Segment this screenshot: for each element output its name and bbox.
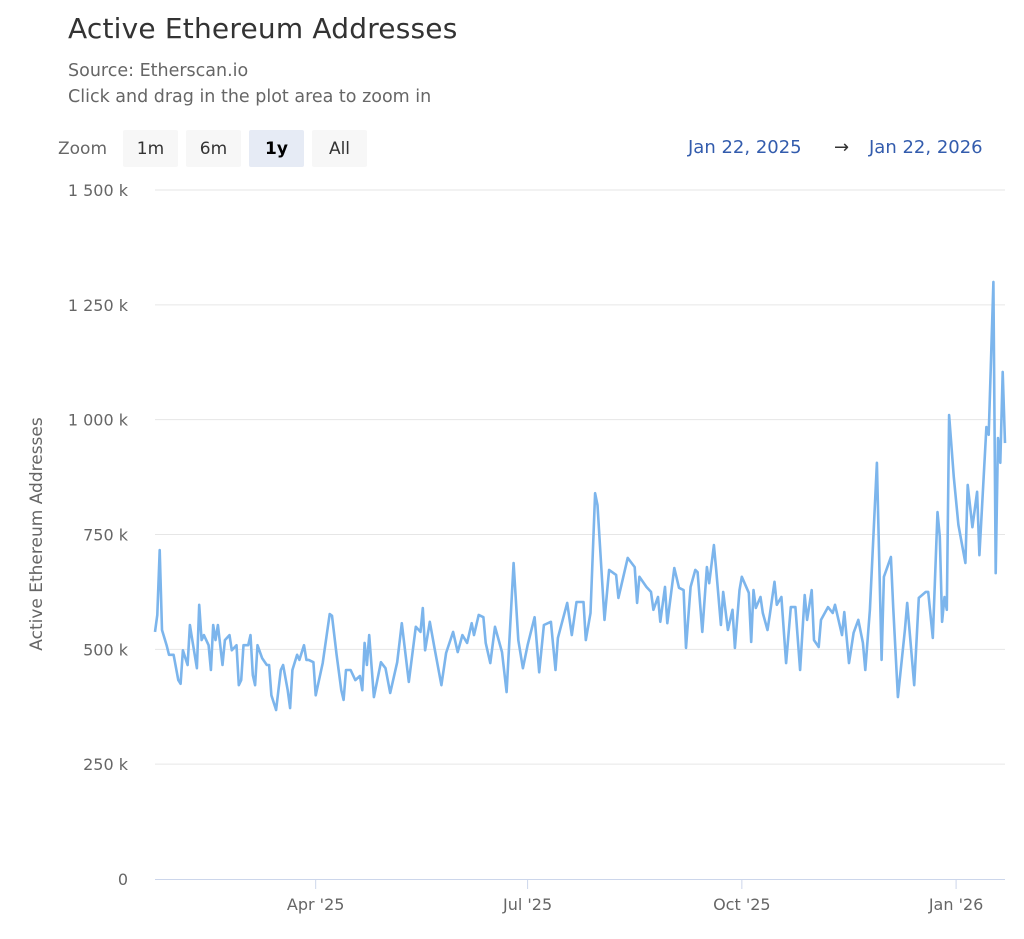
range-from-input[interactable]: Jan 22, 2025 [688, 137, 802, 158]
y-tick-label: 750 k [83, 526, 129, 545]
y-tick-label: 1 500 k [68, 181, 129, 200]
chart-subtitle-hint: Click and drag in the plot area to zoom … [68, 87, 432, 107]
y-tick-label: 500 k [83, 640, 129, 659]
range-arrow: → [834, 137, 850, 158]
zoom-6m-button[interactable]: 6m [186, 130, 241, 167]
x-tick-label: Jan '26 [928, 895, 984, 914]
x-tick-label: Jul '25 [502, 895, 552, 914]
chart-subtitle-source: Source: Etherscan.io [68, 61, 249, 81]
zoom-1m-button[interactable]: 1m [123, 130, 178, 167]
range-to-input[interactable]: Jan 22, 2026 [869, 137, 983, 158]
y-tick-label: 1 250 k [68, 296, 129, 315]
zoom-label: Zoom [58, 139, 108, 159]
x-tick-label: Apr '25 [287, 895, 345, 914]
series-line[interactable] [153, 280, 1007, 712]
zoom-all-button[interactable]: All [312, 130, 367, 167]
zoom-1y-button[interactable]: 1y [249, 130, 304, 167]
y-tick-label: 250 k [83, 755, 129, 774]
y-tick-label: 0 [118, 870, 128, 889]
chart-title: Active Ethereum Addresses [68, 12, 458, 45]
y-tick-label: 1 000 k [68, 411, 129, 430]
y-axis-title: Active Ethereum Addresses [27, 417, 47, 651]
x-tick-label: Oct '25 [713, 895, 771, 914]
